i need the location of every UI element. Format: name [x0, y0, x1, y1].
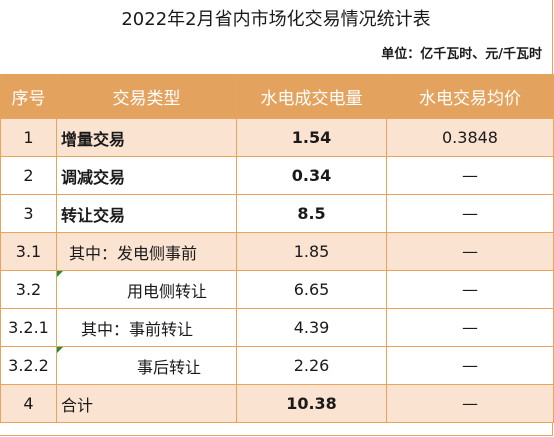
row-price[interactable]: 0.3848 [386, 118, 554, 157]
row-volume[interactable]: 6.65 [236, 270, 387, 309]
table-row: 2 调减交易 0.34 — [0, 156, 554, 195]
row-volume[interactable]: 2.26 [236, 346, 387, 385]
table-row: 3 转让交易 8.5 — [0, 194, 554, 233]
row-type[interactable]: 转让交易 [56, 194, 237, 233]
row-type[interactable]: 调减交易 [56, 156, 237, 195]
row-no[interactable]: 2 [0, 156, 57, 195]
table-row: 4 合计 10.38 — [0, 384, 554, 423]
row-volume[interactable]: 4.39 [236, 308, 387, 347]
header-price: 水电交易均价 [386, 74, 554, 119]
row-type[interactable]: 其中：事前转让 [56, 308, 237, 347]
table-row: 3.1 其中：发电侧事前 1.85 — [0, 232, 554, 271]
row-type[interactable]: 增量交易 [56, 118, 237, 157]
row-no[interactable]: 4 [0, 384, 57, 423]
table-row: 3.2 用电侧转让 6.65 — [0, 270, 554, 309]
row-price[interactable]: — [386, 156, 554, 195]
header-type: 交易类型 [56, 74, 237, 119]
table-row: 1 增量交易 1.54 0.3848 [0, 118, 554, 157]
row-no[interactable]: 3.2 [0, 270, 57, 309]
row-volume[interactable]: 0.34 [236, 156, 387, 195]
row-price[interactable]: — [386, 270, 554, 309]
row-price[interactable]: — [386, 232, 554, 271]
row-type[interactable]: 用电侧转让 [56, 270, 237, 309]
row-no[interactable]: 3 [0, 194, 57, 233]
row-no[interactable]: 3.2.2 [0, 346, 57, 385]
header-no: 序号 [0, 74, 57, 119]
row-type[interactable]: 合计 [56, 384, 237, 423]
row-volume[interactable]: 8.5 [236, 194, 387, 233]
row-type[interactable]: 其中：发电侧事前 [56, 232, 237, 271]
table-row: 3.2.1 其中：事前转让 4.39 — [0, 308, 554, 347]
row-volume[interactable]: 1.54 [236, 118, 387, 157]
trade-table: 序号 交易类型 水电成交电量 水电交易均价 1 增量交易 1.54 0.3848… [0, 74, 554, 423]
header-row: 序号 交易类型 水电成交电量 水电交易均价 [0, 74, 554, 119]
row-price[interactable]: — [386, 308, 554, 347]
row-volume[interactable]: 10.38 [236, 384, 387, 423]
row-no[interactable]: 3.1 [0, 232, 57, 271]
row-no[interactable]: 3.2.1 [0, 308, 57, 347]
unit-note: 单位：亿千瓦时、元/千瓦时 [381, 47, 542, 62]
row-price[interactable]: — [386, 194, 554, 233]
row-price[interactable]: — [386, 384, 554, 423]
row-no[interactable]: 1 [0, 118, 57, 157]
row-type[interactable]: 事后转让 [56, 346, 237, 385]
header-volume: 水电成交电量 [236, 74, 387, 119]
row-volume[interactable]: 1.85 [236, 232, 387, 271]
table-row: 3.2.2 事后转让 2.26 — [0, 346, 554, 385]
table-title: 2022年2月省内市场化交易情况统计表 [121, 9, 431, 30]
row-price[interactable]: — [386, 346, 554, 385]
